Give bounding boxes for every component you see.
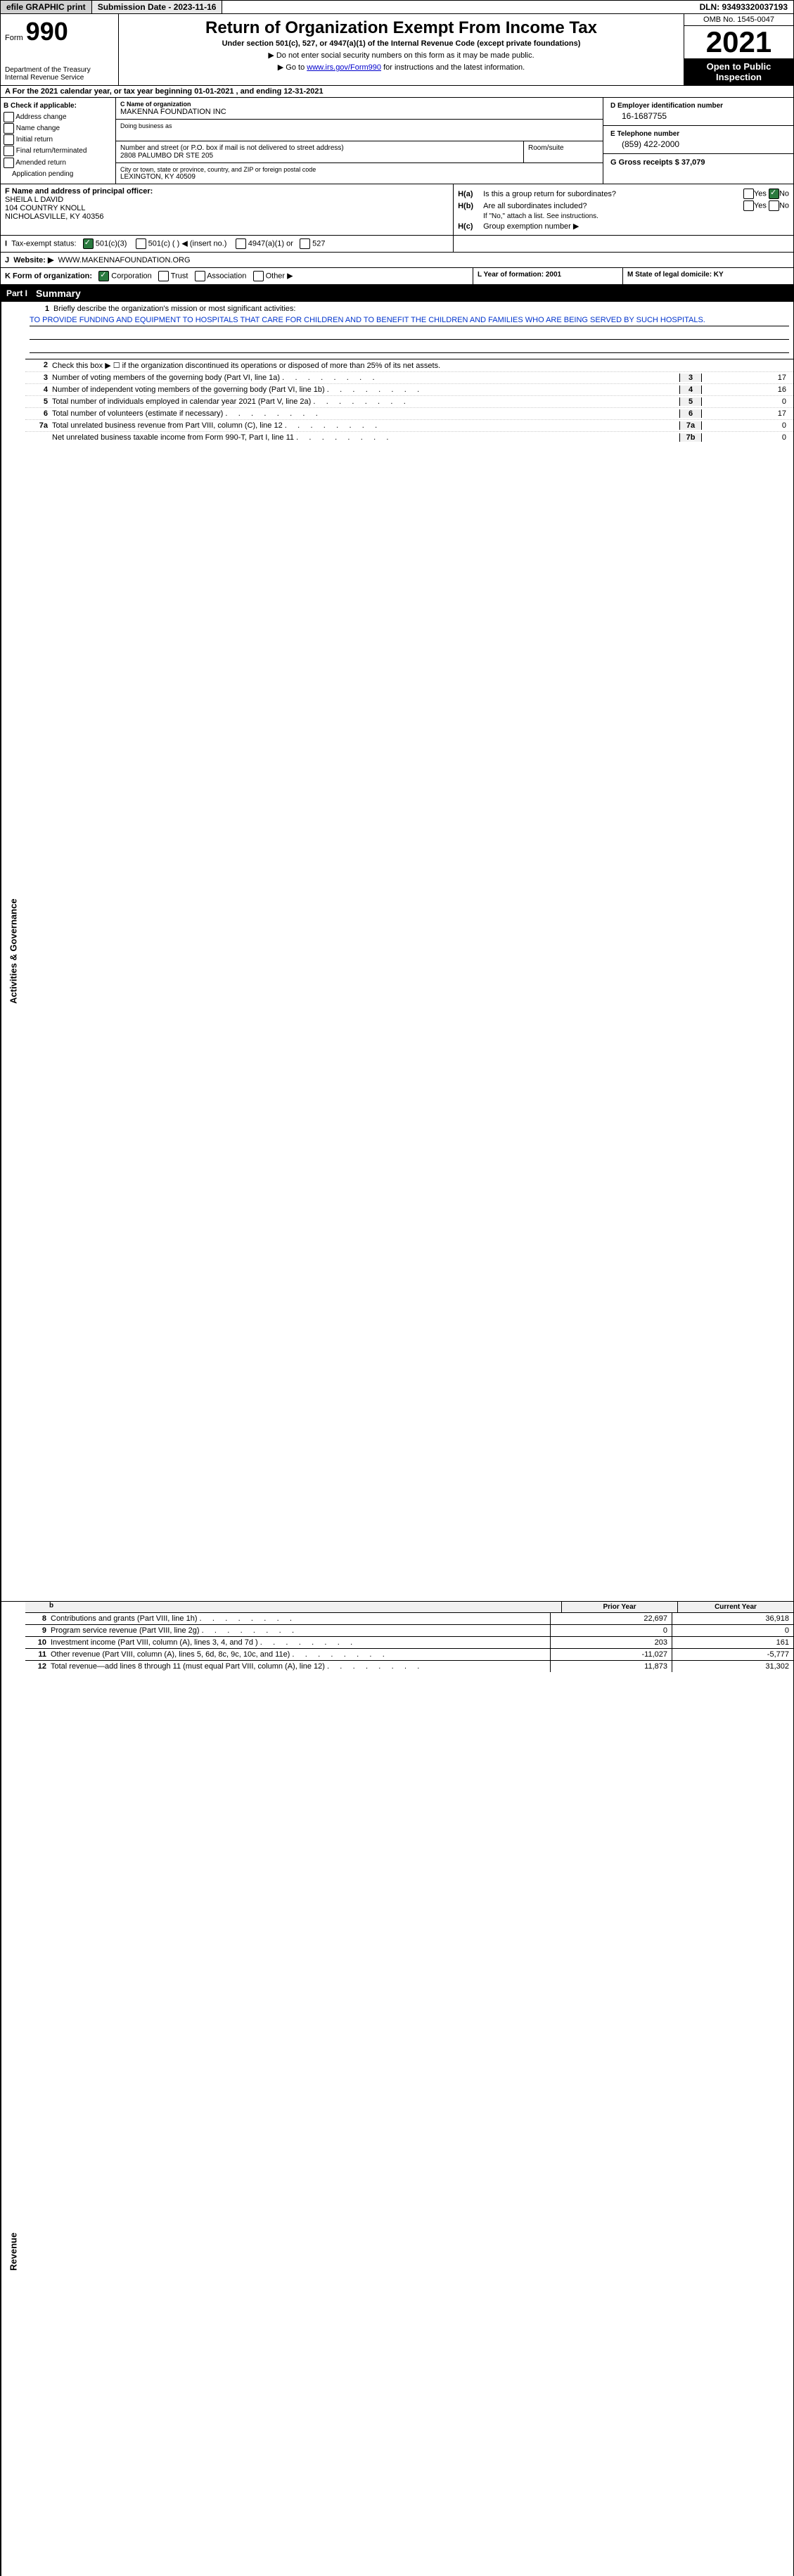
- form-header: Form 990 Department of the Treasury Inte…: [0, 14, 794, 86]
- state-domicile: M State of legal domicile: KY: [622, 268, 793, 284]
- 501c3-checkbox[interactable]: [83, 238, 94, 249]
- mission-text: TO PROVIDE FUNDING AND EQUIPMENT TO HOSP…: [30, 314, 789, 326]
- top-bar: efile GRAPHIC print Submission Date - 20…: [0, 0, 794, 14]
- data-row: 10Investment income (Part VIII, column (…: [25, 1637, 793, 1649]
- side-governance: Activities & Governance: [1, 302, 25, 1601]
- prior-year-header: Prior Year: [561, 1602, 677, 1612]
- submission-date: Submission Date - 2023-11-16: [92, 1, 223, 13]
- omb-number: OMB No. 1545-0047: [684, 14, 793, 26]
- hb-no-checkbox[interactable]: [769, 200, 779, 211]
- ha-no-checkbox[interactable]: [769, 189, 779, 199]
- form-subtitle-2: ▶ Do not enter social security numbers o…: [124, 51, 678, 60]
- corp-checkbox[interactable]: [98, 271, 109, 281]
- form-number: 990: [26, 17, 68, 46]
- row-a-tax-year: A For the 2021 calendar year, or tax yea…: [0, 86, 794, 98]
- data-row: 12Total revenue—add lines 8 through 11 (…: [25, 1661, 793, 1672]
- form-subtitle-1: Under section 501(c), 527, or 4947(a)(1)…: [124, 39, 678, 48]
- side-revenue: Revenue: [1, 1602, 25, 2576]
- section-b-checkboxes: B Check if applicable: Address change Na…: [1, 98, 116, 184]
- form-subtitle-3: ▶ Go to www.irs.gov/Form990 for instruct…: [124, 63, 678, 72]
- efile-print-btn[interactable]: efile GRAPHIC print: [1, 1, 92, 13]
- website-row: J Website: ▶ WWW.MAKENNAFOUNDATION.ORG: [0, 253, 794, 268]
- hb-yes-checkbox[interactable]: [743, 200, 754, 211]
- org-street: 2808 PALUMBO DR STE 205: [120, 152, 519, 160]
- gross-receipts: G Gross receipts $ 37,079: [603, 154, 793, 171]
- data-row: 9Program service revenue (Part VIII, lin…: [25, 1625, 793, 1637]
- ha-yes-checkbox[interactable]: [743, 189, 754, 199]
- data-row: 11Other revenue (Part VIII, column (A), …: [25, 1649, 793, 1661]
- data-row: 8Contributions and grants (Part VIII, li…: [25, 1613, 793, 1625]
- summary-line: 4Number of independent voting members of…: [25, 384, 793, 396]
- irs-link[interactable]: www.irs.gov/Form990: [307, 63, 381, 72]
- form-label: Form: [5, 34, 23, 42]
- summary-line: 5Total number of individuals employed in…: [25, 396, 793, 408]
- principal-officer: F Name and address of principal officer:…: [1, 184, 454, 235]
- tax-exempt-status: I Tax-exempt status: 501(c)(3) 501(c) ( …: [1, 236, 454, 252]
- form-title: Return of Organization Exempt From Incom…: [124, 18, 678, 38]
- tax-year: 2021: [684, 26, 793, 58]
- summary-line: Net unrelated business taxable income fr…: [25, 432, 793, 443]
- dln: DLN: 93493320037193: [694, 1, 793, 13]
- website-url[interactable]: WWW.MAKENNAFOUNDATION.ORG: [58, 256, 191, 264]
- current-year-header: Current Year: [677, 1602, 793, 1612]
- part-i-header: Part I Summary: [0, 285, 794, 302]
- org-name: MAKENNA FOUNDATION INC: [120, 108, 598, 116]
- open-to-public: Open to Public Inspection: [684, 58, 793, 85]
- summary-line: 3Number of voting members of the governi…: [25, 372, 793, 384]
- year-formation: L Year of formation: 2001: [473, 268, 622, 284]
- phone-value: (859) 422-2000: [610, 139, 786, 149]
- summary-line: 7aTotal unrelated business revenue from …: [25, 420, 793, 432]
- ein-value: 16-1687755: [610, 111, 786, 121]
- department-label: Department of the Treasury Internal Reve…: [5, 66, 114, 82]
- org-city: LEXINGTON, KY 40509: [120, 173, 598, 181]
- form-of-org: K Form of organization: Corporation Trus…: [1, 268, 473, 284]
- summary-line: 6Total number of volunteers (estimate if…: [25, 408, 793, 420]
